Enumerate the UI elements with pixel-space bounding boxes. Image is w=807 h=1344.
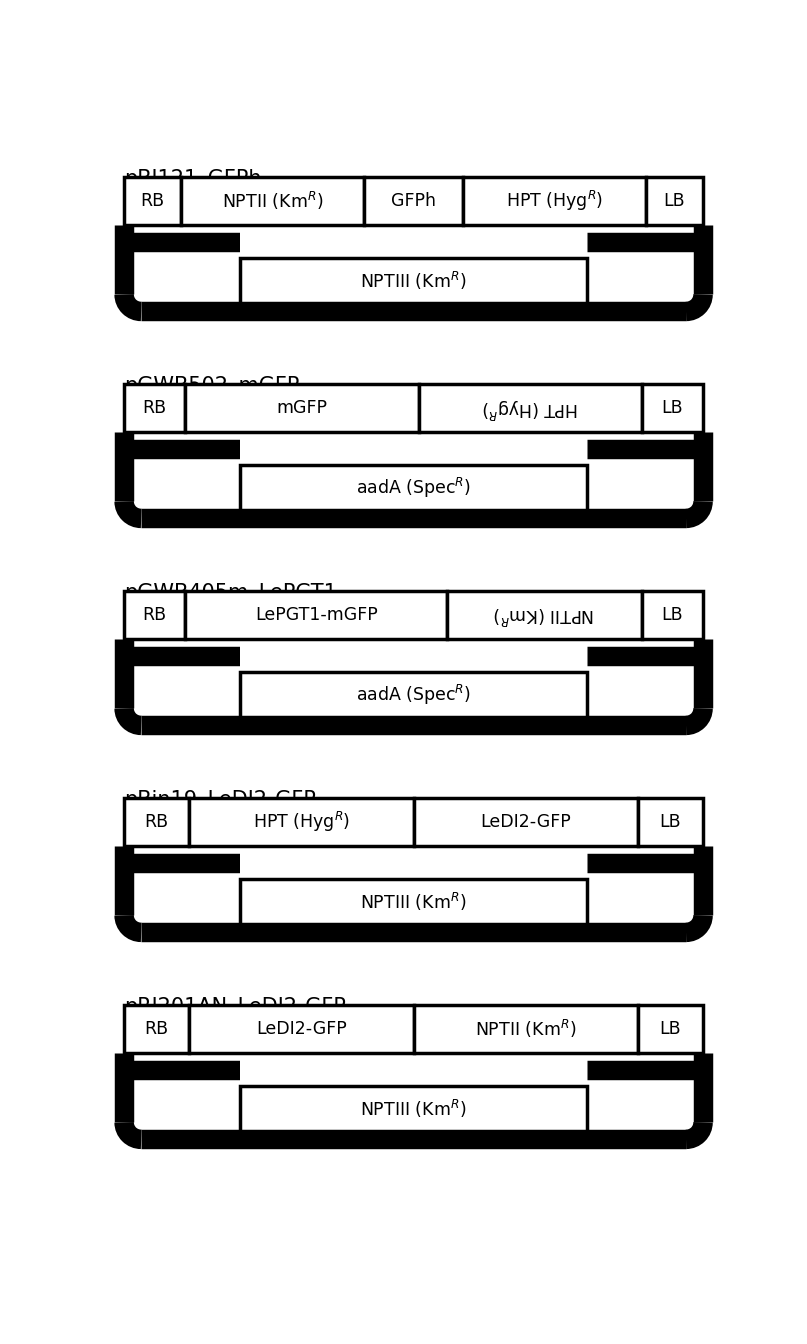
Text: aadA (Spec$^R$): aadA (Spec$^R$) [356, 476, 471, 500]
FancyBboxPatch shape [189, 798, 414, 847]
Text: HPT (Hyg$^R$): HPT (Hyg$^R$) [482, 396, 579, 421]
FancyBboxPatch shape [124, 177, 182, 226]
FancyBboxPatch shape [638, 1005, 703, 1054]
Text: RB: RB [140, 192, 165, 210]
Text: NPTII (Km$^R$): NPTII (Km$^R$) [222, 191, 324, 212]
Text: LB: LB [662, 606, 684, 624]
FancyBboxPatch shape [240, 1086, 587, 1130]
FancyBboxPatch shape [182, 177, 364, 226]
Text: LeDI2-GFP: LeDI2-GFP [480, 813, 571, 831]
FancyBboxPatch shape [419, 384, 642, 433]
FancyBboxPatch shape [364, 177, 463, 226]
Text: RB: RB [143, 606, 167, 624]
Bar [240, 226, 587, 258]
Text: LB: LB [660, 813, 681, 831]
Text: NPTIII (Km$^R$): NPTIII (Km$^R$) [361, 891, 466, 913]
FancyBboxPatch shape [186, 591, 447, 640]
Text: NPTIII (Km$^R$): NPTIII (Km$^R$) [361, 270, 466, 292]
FancyBboxPatch shape [186, 384, 419, 433]
FancyBboxPatch shape [240, 672, 587, 716]
Text: HPT (Hyg$^R$): HPT (Hyg$^R$) [506, 190, 603, 214]
Text: HPT (Hyg$^R$): HPT (Hyg$^R$) [253, 810, 350, 835]
Text: pRI201AN_LeDI2-GFP: pRI201AN_LeDI2-GFP [124, 997, 346, 1017]
Text: LB: LB [662, 399, 684, 417]
Text: pBI121_GFPh: pBI121_GFPh [124, 169, 261, 190]
Text: RB: RB [144, 1020, 169, 1038]
Bar [240, 847, 587, 879]
Text: aadA (Spec$^R$): aadA (Spec$^R$) [356, 683, 471, 707]
FancyBboxPatch shape [447, 591, 642, 640]
Bar [240, 1054, 587, 1086]
Text: NPTIII (Km$^R$): NPTIII (Km$^R$) [361, 1098, 466, 1120]
Text: GFPh: GFPh [391, 192, 436, 210]
FancyBboxPatch shape [124, 798, 189, 847]
FancyBboxPatch shape [463, 177, 646, 226]
Bar [240, 640, 587, 672]
FancyBboxPatch shape [638, 798, 703, 847]
FancyBboxPatch shape [414, 798, 638, 847]
Text: NPTII (Km$^R$): NPTII (Km$^R$) [494, 605, 595, 626]
FancyBboxPatch shape [414, 1005, 638, 1054]
FancyBboxPatch shape [124, 384, 186, 433]
Text: LB: LB [660, 1020, 681, 1038]
Text: RB: RB [143, 399, 167, 417]
FancyBboxPatch shape [642, 591, 703, 640]
FancyBboxPatch shape [240, 258, 587, 302]
Text: pBin19_LeDI2-GFP: pBin19_LeDI2-GFP [124, 790, 316, 810]
Text: pGWB405m_LePGT1: pGWB405m_LePGT1 [124, 583, 337, 603]
FancyBboxPatch shape [642, 384, 703, 433]
Text: mGFP: mGFP [277, 399, 328, 417]
FancyBboxPatch shape [124, 1005, 189, 1054]
FancyBboxPatch shape [124, 591, 186, 640]
Text: NPTII (Km$^R$): NPTII (Km$^R$) [475, 1019, 576, 1040]
Text: pGWB502_mGFP: pGWB502_mGFP [124, 376, 299, 396]
Text: RB: RB [144, 813, 169, 831]
Text: LePGT1-mGFP: LePGT1-mGFP [255, 606, 378, 624]
FancyBboxPatch shape [646, 177, 703, 226]
FancyBboxPatch shape [189, 1005, 414, 1054]
Text: LB: LB [663, 192, 685, 210]
FancyBboxPatch shape [240, 465, 587, 509]
Text: LeDI2-GFP: LeDI2-GFP [256, 1020, 347, 1038]
Bar [240, 433, 587, 465]
FancyBboxPatch shape [240, 879, 587, 923]
